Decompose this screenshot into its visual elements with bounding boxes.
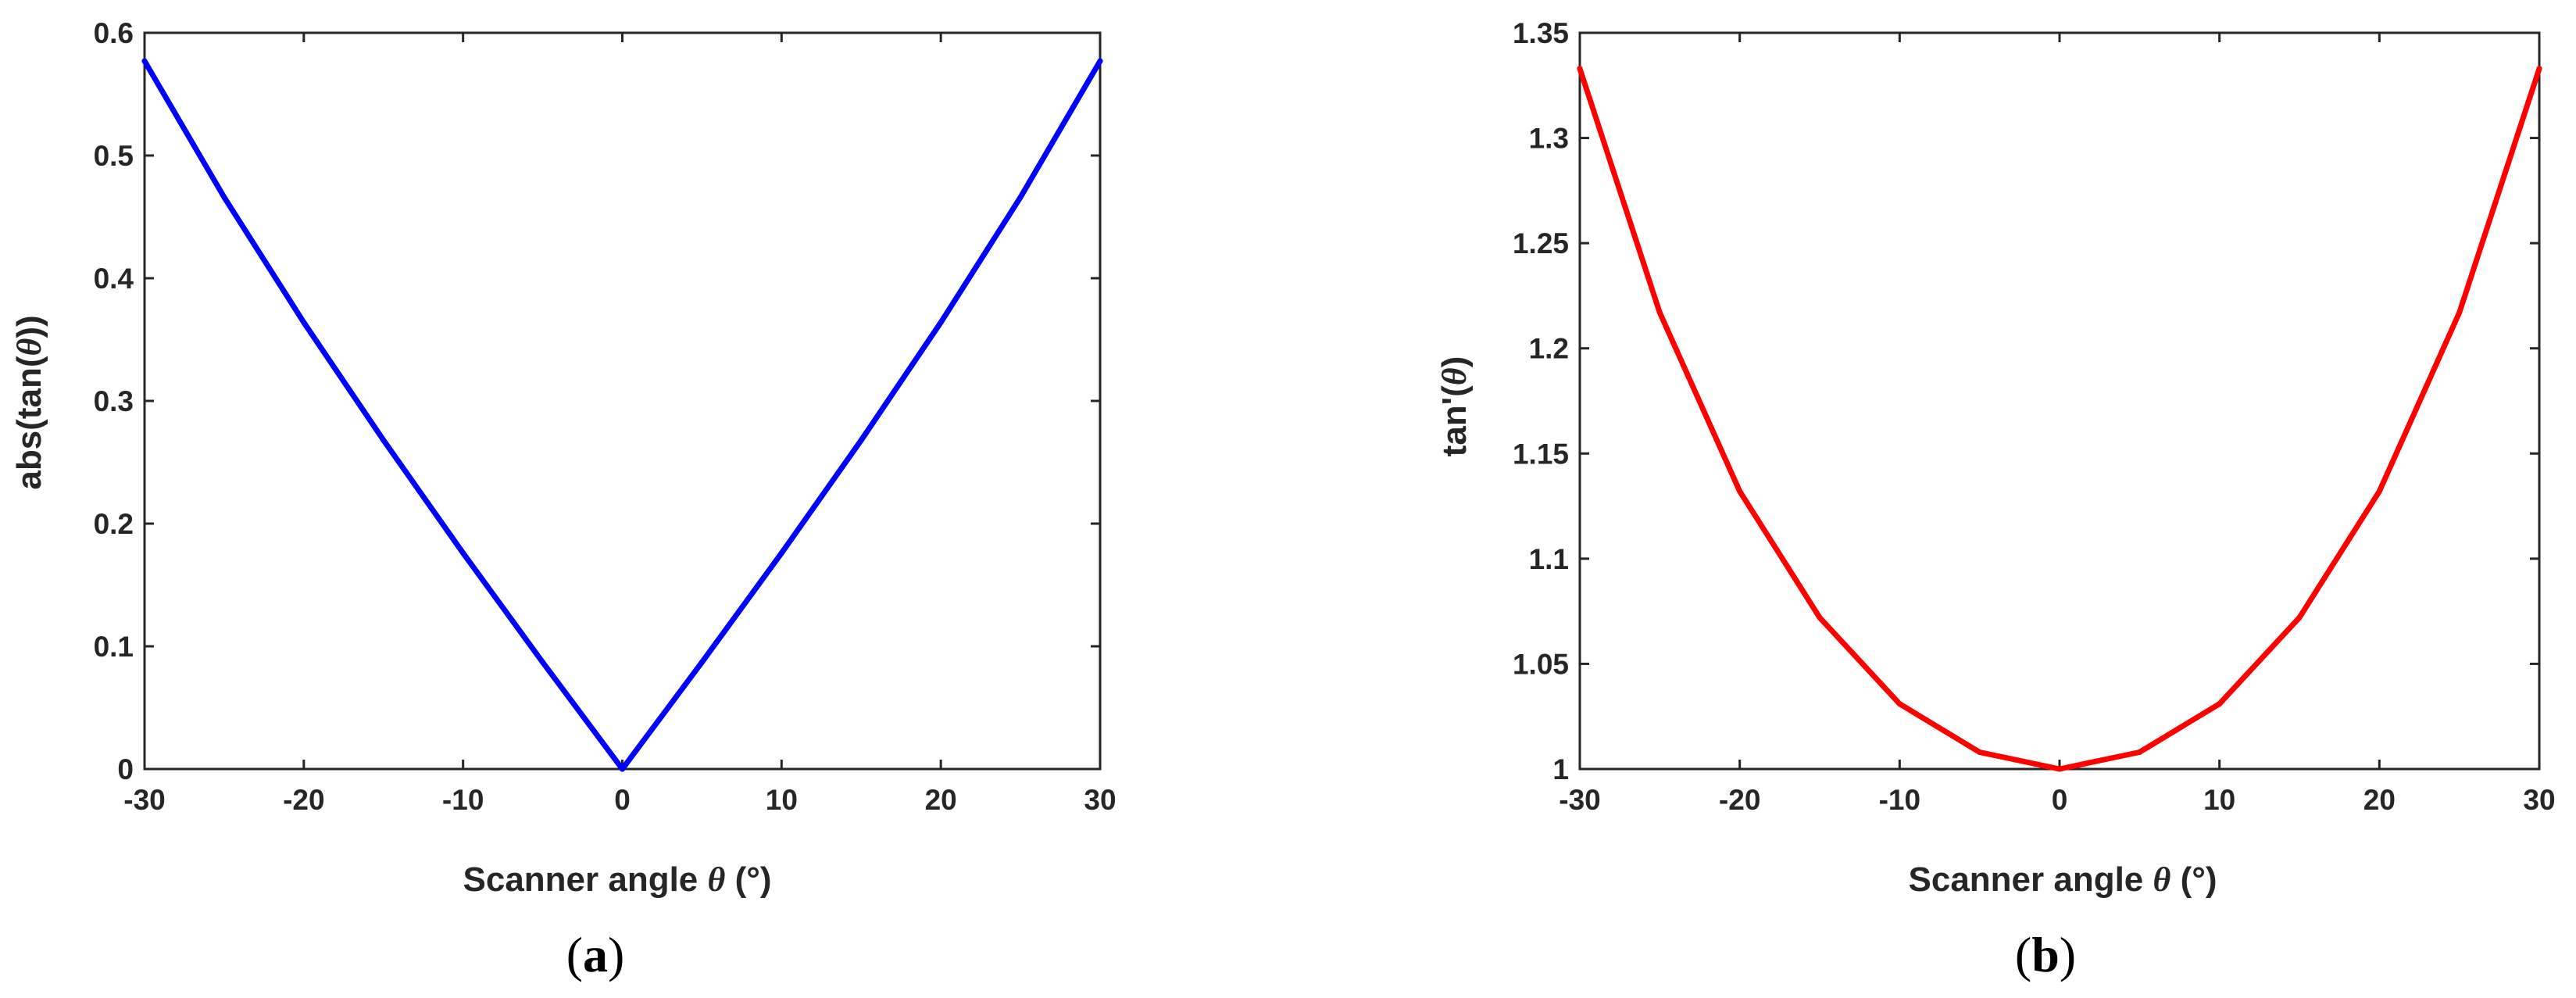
chart-a-data-point (620, 766, 625, 772)
chart-b-data-point (1737, 488, 1743, 495)
chart-a-data-point (301, 320, 307, 326)
chart-a-data-point (938, 320, 944, 326)
chart-b-x-tick-label: 30 (2523, 784, 2555, 816)
chart-a-data-point (221, 194, 227, 200)
panel-a-label: (a) (566, 927, 625, 982)
chart-b-y-tick-label: 1.35 (1513, 17, 1569, 49)
chart-b-x-tick-label: 10 (2203, 784, 2235, 816)
chart-a-x-tick-label: -20 (283, 784, 324, 816)
chart-b-data-point (1817, 614, 1823, 621)
chart-b-y-tick-label: 1.15 (1513, 438, 1569, 470)
chart-a-x-tick-label: 10 (766, 784, 798, 816)
chart-b-data-point (1656, 309, 1663, 316)
chart-b-x-tick-label: -10 (1879, 784, 1920, 816)
chart-a-x-axis-label: Scanner angle θ (°) (463, 860, 772, 899)
chart-b-plot: -30 -20 -10 0 10 20 30 1 1.05 1.1 1.15 1.2 1.25 1.3 1.… (1513, 17, 2556, 816)
chart-a-y-axis-label: abs(tan(θ)) (10, 315, 48, 489)
chart-a-data-point (858, 437, 864, 443)
chart-b-x-tick-label: -20 (1719, 784, 1760, 816)
chart-b-x-axis-label: Scanner angle θ (°) (1909, 860, 2217, 899)
chart-b-data-point (2136, 749, 2142, 755)
chart-b-y-tick-label: 1.25 (1513, 227, 1569, 259)
chart-b-y-tick-label: 1.05 (1513, 648, 1569, 680)
chart-a-y-tick-label: 0.1 (94, 631, 134, 663)
chart-a-x-tick-label: 30 (1084, 784, 1116, 816)
chart-a-y-tick-label: 0.5 (94, 140, 134, 172)
chart-b-y-tick-label: 1.3 (1529, 123, 1569, 155)
chart-b-data-point (2536, 66, 2542, 72)
chart-a-y-tick-label: 0.3 (94, 385, 134, 417)
chart-b-x-tick-label: 20 (2363, 784, 2396, 816)
chart-a-data-point (381, 437, 387, 443)
chart-a-data-point (1097, 58, 1103, 64)
chart-a: -30 -20 -10 0 10 20 30 0 0.1 0.2 0.3 0.4 0.5 0.6 Scan… (10, 17, 1117, 982)
panel-b-label: (b) (2015, 927, 2076, 982)
chart-b-y-tick-label: 1.1 (1529, 543, 1569, 575)
chart-a-data-point (540, 659, 546, 665)
chart-a-data-point (460, 550, 466, 556)
chart-a-y-tick-label: 0.6 (94, 17, 134, 49)
chart-a-plot: -30 -20 -10 0 10 20 30 0 0.1 0.2 0.3 0.4 0.5 0.6 (94, 17, 1117, 816)
chart-a-y-tick-label: 0 (117, 753, 134, 785)
chart-b-y-tick-label: 1 (1552, 753, 1569, 785)
chart-a-data-point (698, 659, 705, 665)
chart-b-data-point (1577, 66, 1583, 72)
chart-b-y-axis-label: tan'(θ) (1435, 356, 1474, 457)
chart-b: -30 -20 -10 0 10 20 30 1 1.05 1.1 1.15 1.2 1.25 1.3 1.… (1435, 17, 2556, 982)
chart-b-data-point (1896, 701, 1903, 707)
chart-a-data-point (141, 58, 148, 64)
chart-a-data-point (778, 550, 784, 556)
chart-a-x-tick-label: -30 (123, 784, 165, 816)
chart-b-data-point (2056, 766, 2063, 772)
chart-a-x-tick-label: -10 (442, 784, 484, 816)
chart-a-y-tick-label: 0.2 (94, 508, 134, 540)
chart-a-x-tick-label: 0 (614, 784, 631, 816)
chart-a-data-point (1017, 194, 1024, 200)
chart-b-y-tick-label: 1.2 (1529, 333, 1569, 365)
chart-b-data-point (2217, 701, 2223, 707)
chart-b-x-tick-label: -30 (1559, 784, 1600, 816)
chart-b-data-point (2296, 614, 2303, 621)
chart-b-data-point (1977, 749, 1983, 755)
chart-b-data-point (2376, 488, 2382, 495)
chart-a-y-tick-label: 0.4 (94, 263, 134, 295)
chart-a-x-tick-label: 20 (925, 784, 957, 816)
chart-b-x-tick-label: 0 (2052, 784, 2068, 816)
chart-b-data-point (2456, 309, 2463, 316)
